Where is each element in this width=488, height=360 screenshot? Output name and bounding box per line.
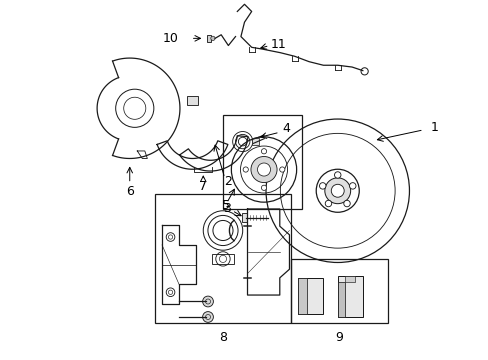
- Bar: [251, 138, 258, 145]
- Circle shape: [324, 178, 350, 204]
- Bar: [187, 96, 198, 105]
- Bar: [223, 116, 301, 209]
- Bar: [212, 253, 233, 264]
- Circle shape: [325, 200, 331, 207]
- Bar: [290, 259, 387, 323]
- Circle shape: [261, 149, 266, 154]
- Circle shape: [202, 312, 213, 322]
- Circle shape: [334, 172, 340, 178]
- Circle shape: [261, 185, 266, 190]
- Bar: [345, 276, 355, 282]
- Bar: [298, 278, 323, 314]
- Circle shape: [250, 157, 277, 183]
- Circle shape: [210, 36, 215, 41]
- Text: 8: 8: [219, 331, 226, 344]
- Circle shape: [319, 183, 325, 189]
- Circle shape: [349, 183, 355, 189]
- Circle shape: [343, 200, 349, 207]
- Text: 2: 2: [224, 175, 232, 188]
- Text: 9: 9: [335, 331, 343, 344]
- Bar: [155, 194, 290, 323]
- Circle shape: [257, 163, 270, 176]
- Text: 3: 3: [222, 202, 230, 215]
- Circle shape: [202, 296, 213, 307]
- Text: 10: 10: [163, 32, 179, 45]
- Circle shape: [279, 167, 285, 172]
- Text: 4: 4: [282, 122, 289, 135]
- Text: 11: 11: [270, 38, 286, 51]
- Text: 6: 6: [125, 185, 133, 198]
- Circle shape: [243, 167, 248, 172]
- Text: 5: 5: [222, 199, 229, 212]
- Bar: [242, 213, 246, 222]
- Bar: [206, 35, 211, 42]
- Bar: [298, 278, 306, 314]
- Circle shape: [330, 184, 344, 197]
- Text: 1: 1: [430, 121, 438, 134]
- Bar: [337, 276, 362, 317]
- Text: 7: 7: [199, 180, 207, 193]
- Bar: [337, 282, 345, 317]
